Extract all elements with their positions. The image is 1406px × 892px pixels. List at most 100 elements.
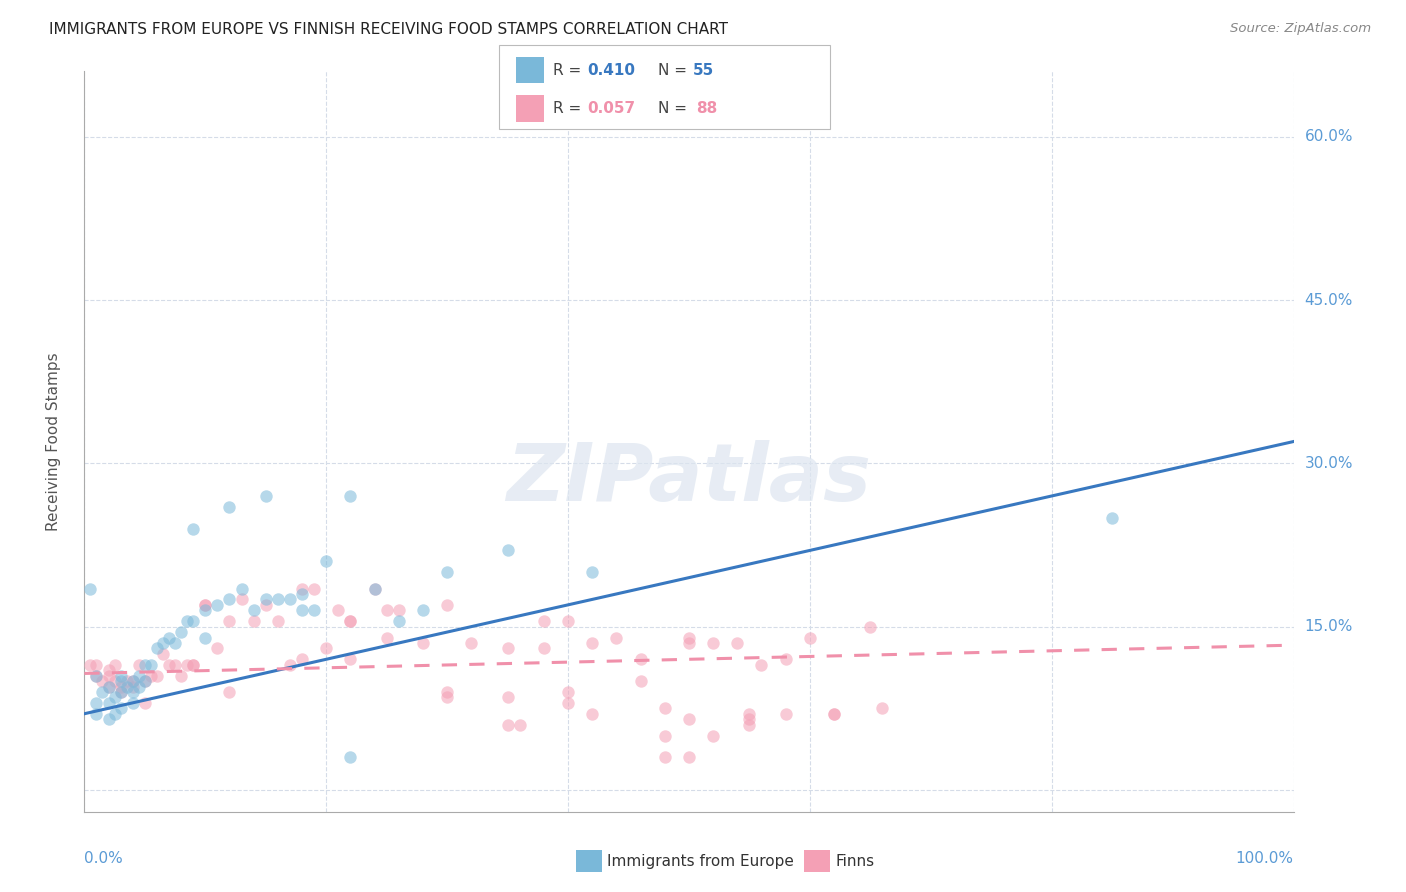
- Point: [97, 680, 120, 694]
- Point: [194, 598, 217, 612]
- Point: [496, 543, 519, 558]
- Point: [128, 668, 150, 682]
- Point: [738, 706, 761, 721]
- Point: [388, 614, 411, 628]
- Point: [738, 717, 761, 731]
- Point: [170, 668, 193, 682]
- Point: [363, 582, 385, 596]
- Point: [375, 631, 398, 645]
- Point: [267, 614, 290, 628]
- Point: [339, 489, 361, 503]
- Point: [654, 729, 676, 743]
- Point: [725, 636, 748, 650]
- Point: [436, 685, 458, 699]
- Point: [121, 674, 143, 689]
- Point: [134, 657, 156, 672]
- Point: [436, 598, 458, 612]
- Point: [176, 657, 198, 672]
- Point: [654, 701, 676, 715]
- Point: [110, 680, 132, 694]
- Point: [678, 631, 700, 645]
- Point: [218, 500, 240, 514]
- Point: [581, 706, 603, 721]
- Point: [194, 631, 217, 645]
- Point: [139, 657, 162, 672]
- Point: [181, 522, 204, 536]
- Text: Immigrants from Europe: Immigrants from Europe: [607, 854, 794, 869]
- Point: [242, 614, 264, 628]
- Point: [496, 717, 519, 731]
- Point: [557, 685, 579, 699]
- Point: [799, 631, 821, 645]
- Point: [97, 680, 120, 694]
- Text: IMMIGRANTS FROM EUROPE VS FINNISH RECEIVING FOOD STAMPS CORRELATION CHART: IMMIGRANTS FROM EUROPE VS FINNISH RECEIV…: [49, 22, 728, 37]
- Point: [328, 603, 350, 617]
- Point: [302, 582, 325, 596]
- Point: [630, 674, 652, 689]
- Point: [242, 603, 264, 617]
- Text: Source: ZipAtlas.com: Source: ZipAtlas.com: [1230, 22, 1371, 36]
- Point: [231, 592, 253, 607]
- Point: [678, 636, 700, 650]
- Text: 100.0%: 100.0%: [1236, 851, 1294, 865]
- Point: [79, 582, 101, 596]
- Point: [533, 614, 555, 628]
- Point: [533, 641, 555, 656]
- Point: [254, 598, 277, 612]
- Point: [165, 657, 187, 672]
- Point: [302, 603, 325, 617]
- Point: [97, 712, 120, 726]
- Point: [115, 674, 138, 689]
- Point: [496, 690, 519, 705]
- Text: 30.0%: 30.0%: [1305, 456, 1353, 471]
- Point: [231, 582, 253, 596]
- Point: [278, 657, 301, 672]
- Point: [557, 696, 579, 710]
- Point: [181, 614, 204, 628]
- Point: [194, 603, 217, 617]
- Point: [412, 636, 434, 650]
- Point: [110, 685, 132, 699]
- Point: [654, 750, 676, 764]
- Point: [110, 685, 132, 699]
- Point: [630, 652, 652, 666]
- Point: [91, 674, 114, 689]
- Point: [218, 685, 240, 699]
- Text: 55: 55: [693, 62, 714, 78]
- Point: [115, 680, 138, 694]
- Point: [91, 685, 114, 699]
- Point: [181, 657, 204, 672]
- Point: [121, 685, 143, 699]
- Point: [104, 657, 127, 672]
- Point: [315, 641, 337, 656]
- Point: [254, 592, 277, 607]
- Point: [181, 657, 204, 672]
- Point: [775, 652, 797, 666]
- Y-axis label: Receiving Food Stamps: Receiving Food Stamps: [46, 352, 60, 531]
- Point: [134, 674, 156, 689]
- Point: [254, 489, 277, 503]
- Point: [152, 636, 174, 650]
- Point: [751, 657, 773, 672]
- Point: [509, 717, 531, 731]
- Point: [86, 668, 108, 682]
- Point: [339, 614, 361, 628]
- Point: [557, 614, 579, 628]
- Point: [339, 750, 361, 764]
- Point: [121, 674, 143, 689]
- Point: [702, 636, 724, 650]
- Point: [128, 680, 150, 694]
- Point: [702, 729, 724, 743]
- Point: [605, 631, 627, 645]
- Point: [291, 587, 314, 601]
- Text: R =: R =: [553, 101, 586, 116]
- Point: [157, 631, 180, 645]
- Point: [121, 680, 143, 694]
- Text: 88: 88: [696, 101, 717, 116]
- Point: [678, 750, 700, 764]
- Text: Finns: Finns: [835, 854, 875, 869]
- Point: [110, 668, 132, 682]
- Point: [738, 712, 761, 726]
- Point: [134, 696, 156, 710]
- Text: 0.057: 0.057: [588, 101, 636, 116]
